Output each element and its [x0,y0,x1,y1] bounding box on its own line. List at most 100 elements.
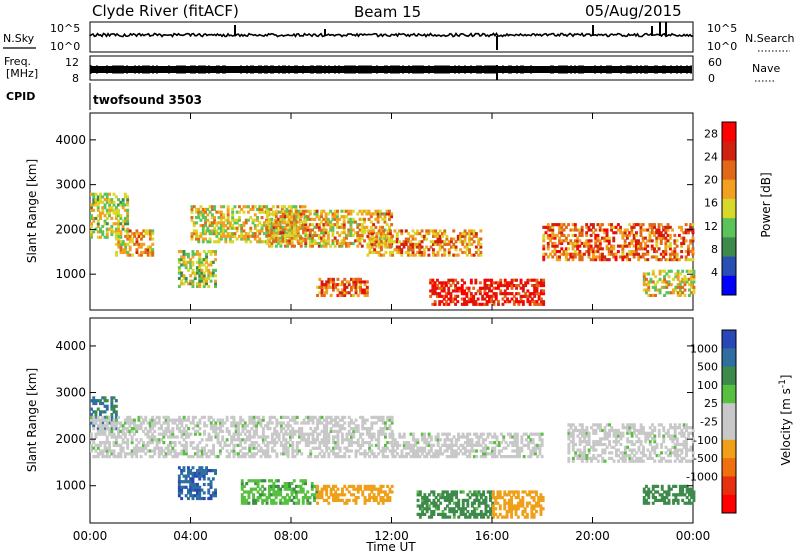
data-cell [166,424,170,428]
data-cell [286,482,289,486]
data-cell [382,234,386,238]
data-cell [673,255,677,259]
data-cell [354,427,358,431]
data-cell [514,507,518,511]
data-cell [224,237,228,241]
data-cell [351,228,355,232]
data-cell [130,455,134,459]
data-cell [214,435,218,439]
data-cell [481,432,485,436]
data-cell [486,432,490,436]
data-cell [486,446,490,450]
data-cell [447,248,451,252]
data-cell [144,250,148,254]
data-cell [463,302,466,306]
data-cell [420,452,424,456]
data-cell [443,250,447,254]
data-cell [485,284,489,288]
data-cell [184,252,188,256]
data-cell [427,435,431,439]
data-cell [393,441,397,445]
data-cell [291,418,295,422]
data-cell [209,427,213,431]
data-cell [359,415,362,419]
data-cell [639,228,643,232]
data-cell [645,283,648,287]
data-cell [90,432,93,436]
data-cell [119,200,123,204]
data-cell [137,441,141,445]
data-cell [326,212,330,216]
data-cell [372,452,376,456]
data-cell [96,222,100,226]
data-cell [219,216,223,220]
data-cell [209,494,213,498]
data-cell [123,195,127,199]
data-cell [320,421,324,425]
data-cell [478,292,482,296]
data-cell [94,399,98,403]
data-cell [300,452,304,456]
data-cell [366,245,370,249]
data-cell [641,255,645,259]
data-cell [363,283,367,287]
data-cell [478,286,482,290]
data-cell [329,244,333,248]
data-cell [379,245,383,249]
data-cell [241,427,245,431]
data-cell [386,493,390,497]
data-cell [495,443,499,447]
data-cell [482,501,486,505]
data-cell [318,493,322,497]
data-cell [475,441,479,445]
data-cell [191,488,195,492]
data-cell [436,443,440,447]
data-cell [379,496,383,500]
data-cell [425,443,429,447]
data-cell [133,234,137,238]
data-cell [214,424,218,428]
data-cell [239,415,243,419]
data-cell [182,466,186,470]
data-cell [252,479,255,483]
data-cell [420,446,424,450]
data-cell [347,429,351,433]
data-cell [209,415,213,419]
data-cell [233,232,237,236]
data-cell [653,231,656,235]
data-cell [450,490,454,494]
data-cell [215,234,219,238]
data-cell [445,446,449,450]
data-cell [395,237,399,241]
data-cell [185,429,188,433]
data-cell [326,233,330,237]
data-cell [105,227,109,231]
data-cell [519,297,523,301]
data-cell [144,415,148,419]
data-cell [369,212,373,216]
data-cell [282,443,286,447]
data-cell [249,216,253,220]
data-cell [449,294,453,298]
data-cell [153,449,157,453]
data-cell [274,223,278,227]
data-cell [400,253,404,257]
data-cell [390,441,394,445]
data-cell [201,226,205,230]
data-cell [541,507,545,511]
data-cell [194,432,197,436]
data-cell [447,297,451,301]
data-cell [660,280,664,284]
data-cell [244,234,248,238]
data-cell [253,213,257,217]
data-cell [359,291,362,295]
data-cell [395,234,399,238]
data-cell [313,231,317,235]
data-cell [349,217,353,221]
data-cell [628,231,632,235]
data-cell [123,452,127,456]
nsearch-label: N.Search [745,32,795,45]
data-cell [171,418,175,422]
data-cell [290,239,294,243]
data-cell [482,512,486,516]
